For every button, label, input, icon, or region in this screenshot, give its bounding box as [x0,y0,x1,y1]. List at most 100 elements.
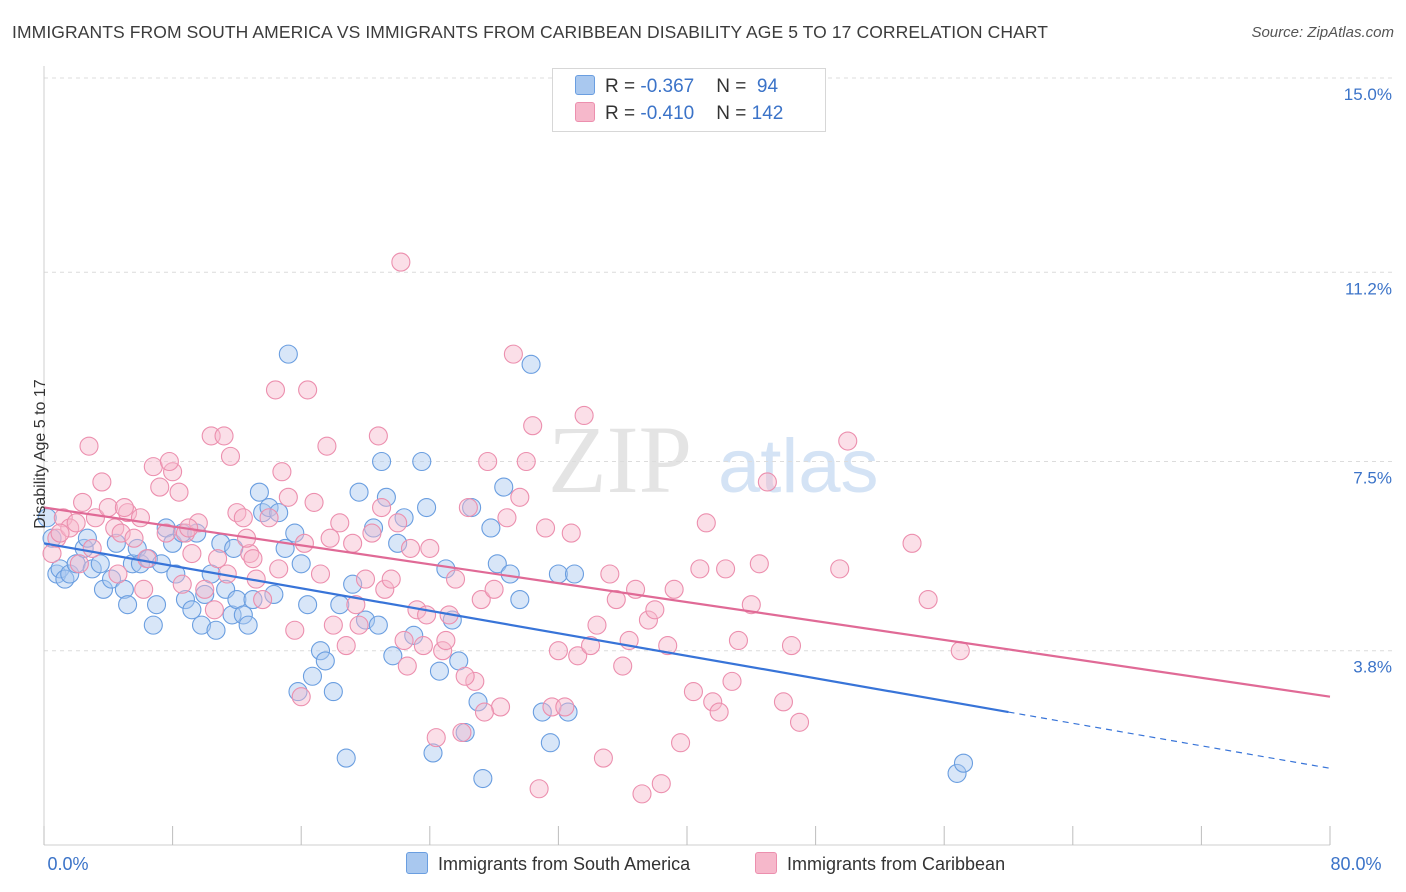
point-caribbean [137,549,157,569]
point-caribbean [355,569,376,589]
point-south-america [494,477,514,497]
point-caribbean [214,426,234,446]
point-caribbean [323,615,343,635]
point-south-america [429,661,449,681]
point-caribbean [320,528,340,548]
stats-row-caribbean: R = -0.410 N = 142 [575,102,783,126]
point-caribbean [696,513,716,533]
point-caribbean [156,523,176,543]
point-caribbean [606,590,626,610]
point-south-america [93,579,114,599]
point-south-america [417,497,437,518]
point-south-america [481,518,501,538]
point-caribbean [304,492,324,512]
point-caribbean [600,564,620,584]
point-caribbean [757,472,777,492]
point-caribbean [452,722,472,743]
point-south-america [564,564,585,584]
point-caribbean [664,579,684,599]
point-south-america [412,451,432,472]
point-caribbean [388,513,408,533]
point-caribbean [638,610,658,630]
point-caribbean [108,564,128,584]
point-caribbean [671,733,691,753]
point-caribbean [703,692,723,712]
series-south-america-points [37,344,974,789]
point-south-america [336,748,356,768]
point-caribbean [298,380,318,400]
point-caribbean [529,779,549,799]
point-south-america [291,554,311,574]
point-south-america [146,595,167,615]
point-caribbean [195,579,215,599]
point-caribbean [516,451,536,472]
r-value-south-america: -0.367 [640,76,695,97]
point-caribbean [400,538,421,558]
point-caribbean [294,533,314,553]
point-caribbean [690,559,710,579]
legend-item-south-america: Immigrants from South America [406,852,690,875]
legend-item-caribbean: Immigrants from Caribbean [755,852,1005,875]
r-value-caribbean: -0.410 [640,103,695,124]
point-south-america [118,595,138,615]
y-axis-label: Disability Age 5 to 17 [32,379,49,529]
point-caribbean [82,538,102,558]
series-caribbean-points [42,252,970,804]
point-caribbean [568,646,588,666]
x-tick-label-max: 80.0% [1330,854,1381,874]
point-caribbean [455,666,475,686]
point-caribbean [709,702,729,722]
point-caribbean [741,595,761,615]
point-south-america [323,682,343,702]
point-caribbean [92,472,112,492]
stats-legend: R = -0.367 N = 94 R = -0.410 N = 142 [552,68,826,132]
y-tick-label: 7.5% [1353,469,1392,488]
point-south-america [206,620,226,640]
point-caribbean [381,569,401,589]
point-south-america [222,605,242,625]
point-caribbean [130,508,150,528]
point-south-america [343,574,363,594]
point-caribbean [950,641,970,661]
point-south-america [404,625,424,645]
point-south-america [90,554,110,574]
point-caribbean [208,549,228,569]
axes [43,66,1331,846]
point-caribbean [458,497,478,518]
point-caribbean [580,636,601,656]
n-value-caribbean: 142 [751,103,784,124]
point-south-america [487,554,507,574]
point-caribbean [79,436,99,456]
point-caribbean [632,784,652,804]
point-south-america [532,702,552,722]
point-south-america [947,763,967,783]
point-caribbean [613,656,633,676]
point-caribbean [587,615,607,635]
point-caribbean [683,682,703,702]
point-south-america [101,569,122,589]
point-caribbean [749,554,769,574]
point-south-america [388,533,408,553]
point-caribbean [478,451,498,472]
point-caribbean [645,600,665,620]
point-south-america [191,615,212,635]
point-caribbean [188,513,208,533]
y-tick-label: 3.8% [1353,658,1392,677]
point-caribbean [172,574,192,594]
point-caribbean [134,579,154,599]
legend-swatch-caribbean [755,852,777,874]
point-caribbean [220,446,241,466]
point-south-america [468,692,488,712]
point-south-america [548,564,568,584]
point-south-america [163,533,183,553]
point-caribbean [561,523,581,543]
point-south-america [60,564,80,584]
n-label: N = [716,103,752,124]
point-south-america [288,682,308,702]
point-caribbean [902,533,922,553]
point-south-america [233,605,253,625]
point-caribbean [490,697,511,717]
point-caribbean [163,462,183,482]
point-caribbean [465,671,485,691]
point-caribbean [426,728,446,748]
